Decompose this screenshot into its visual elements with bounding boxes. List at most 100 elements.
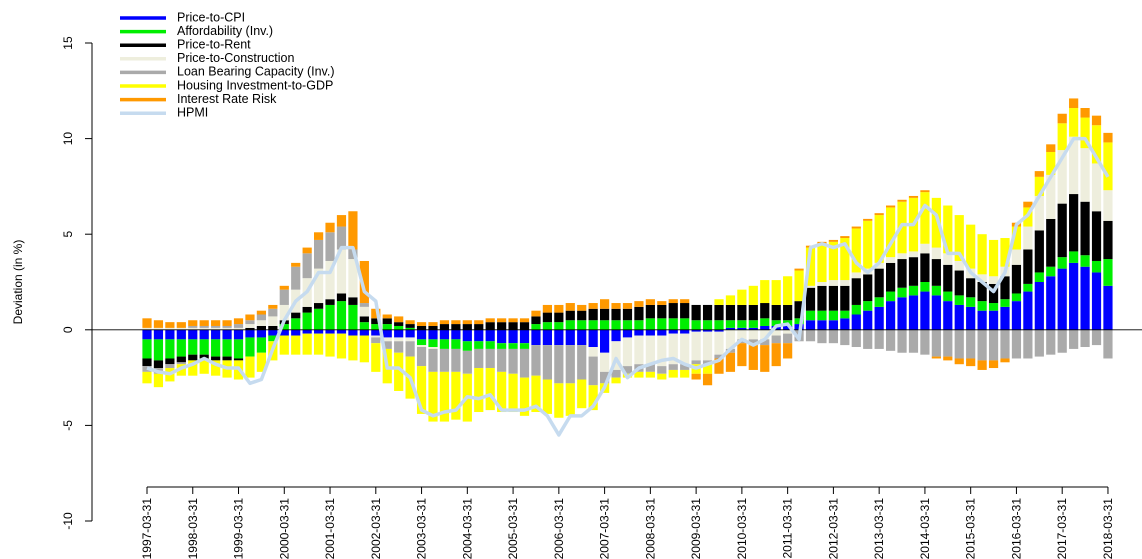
bar-segment bbox=[794, 318, 804, 325]
bar-segment bbox=[211, 360, 221, 376]
bar-segment bbox=[565, 383, 575, 416]
bar-segment bbox=[645, 364, 655, 372]
bar-segment bbox=[531, 310, 541, 317]
bar-segment bbox=[245, 337, 255, 357]
bar-segment bbox=[874, 215, 884, 263]
bar-segment bbox=[519, 348, 530, 378]
bar-segment bbox=[497, 343, 507, 349]
bar-segment bbox=[531, 316, 541, 325]
bar-segment bbox=[600, 329, 610, 353]
bar-segment bbox=[245, 356, 255, 378]
bar-segment bbox=[245, 314, 255, 321]
bar-segment bbox=[954, 358, 964, 365]
legend-label: Price-to-CPI bbox=[177, 10, 245, 24]
bar-segment bbox=[1091, 125, 1102, 164]
bar-segment bbox=[485, 318, 495, 323]
bar-segment bbox=[474, 341, 484, 349]
legend-label: Housing Investment-to-GDP bbox=[177, 78, 333, 92]
bar-segment bbox=[805, 285, 816, 288]
bar-segment bbox=[760, 318, 770, 326]
bar-segment bbox=[325, 329, 335, 334]
bar-segment bbox=[668, 329, 678, 334]
bar-segment bbox=[222, 320, 232, 326]
bar-segment bbox=[691, 304, 701, 321]
bar-segment bbox=[531, 345, 541, 376]
bar-segment bbox=[1034, 176, 1044, 196]
bar-segment bbox=[851, 228, 861, 273]
bar-segment bbox=[233, 324, 244, 328]
bar-segment bbox=[439, 339, 450, 349]
bar-segment bbox=[428, 371, 438, 422]
bar-segment bbox=[897, 199, 907, 202]
bar-segment bbox=[725, 320, 736, 328]
bar-segment bbox=[165, 339, 175, 359]
bar-segment bbox=[725, 304, 736, 321]
bar-segment bbox=[702, 329, 713, 332]
bar-segment bbox=[268, 325, 278, 330]
bar-segment bbox=[451, 329, 461, 340]
bar-segment bbox=[1000, 358, 1010, 363]
bar-segment bbox=[188, 354, 198, 361]
bar-segment bbox=[691, 320, 701, 330]
bar-segment bbox=[1034, 329, 1044, 357]
bar-segment bbox=[176, 322, 186, 328]
bar-segment bbox=[394, 329, 404, 338]
bar-segment bbox=[462, 341, 472, 351]
bar-segment bbox=[954, 329, 964, 359]
bar-segment bbox=[256, 310, 266, 315]
bar-segment bbox=[714, 299, 724, 305]
bar-segment bbox=[371, 324, 381, 330]
bar-segment bbox=[588, 356, 598, 386]
bar-segment bbox=[565, 303, 575, 311]
bar-segment bbox=[439, 320, 450, 325]
bar-segment bbox=[1091, 260, 1102, 273]
bar-segment bbox=[737, 343, 747, 367]
x-tick-label: 2003-03-31 bbox=[415, 498, 429, 559]
bar-segment bbox=[1057, 257, 1067, 269]
bar-segment bbox=[657, 318, 667, 330]
bar-segment bbox=[394, 341, 404, 353]
bar-segment bbox=[691, 360, 701, 365]
bar-segment bbox=[943, 205, 953, 254]
bar-segment bbox=[359, 316, 369, 323]
bar-segment bbox=[828, 285, 838, 311]
bar-segment bbox=[314, 329, 324, 334]
bar-segment bbox=[977, 301, 987, 311]
bar-segment bbox=[508, 318, 518, 323]
bar-segment bbox=[302, 312, 312, 330]
bar-segment bbox=[325, 299, 335, 305]
bar-segment bbox=[199, 325, 209, 328]
x-tick-label: 2007-03-31 bbox=[598, 498, 612, 559]
bar-segment bbox=[1023, 291, 1033, 330]
bar-segment bbox=[668, 369, 678, 378]
bar-segment bbox=[748, 285, 758, 305]
bar-segment bbox=[508, 329, 518, 344]
bar-segment bbox=[908, 295, 919, 330]
bar-segment bbox=[977, 234, 987, 275]
bar-segment bbox=[588, 385, 598, 411]
bar-segment bbox=[966, 224, 976, 269]
bar-segment bbox=[1080, 201, 1090, 256]
bar-segment bbox=[657, 366, 667, 374]
bar-segment bbox=[1057, 150, 1067, 204]
bar-segment bbox=[920, 190, 930, 193]
bar-segment bbox=[783, 333, 793, 344]
bar-segment bbox=[474, 329, 484, 342]
bar-segment bbox=[314, 333, 324, 355]
x-tick-label: 1998-03-31 bbox=[186, 498, 200, 559]
bar-segment bbox=[634, 301, 644, 307]
bar-segment bbox=[611, 329, 621, 342]
bar-segment bbox=[1091, 115, 1102, 126]
bar-segment bbox=[497, 371, 507, 413]
bar-segment bbox=[737, 304, 747, 321]
bar-segment bbox=[382, 337, 392, 342]
bar-segment bbox=[840, 318, 850, 330]
bar-segment bbox=[897, 259, 907, 288]
bar-segment bbox=[931, 356, 941, 359]
bar-segment bbox=[245, 327, 255, 330]
bar-segment bbox=[405, 327, 415, 330]
bar-segment bbox=[874, 213, 884, 216]
bar-segment bbox=[725, 352, 736, 372]
bar-segment bbox=[451, 324, 461, 330]
bar-segment bbox=[474, 324, 484, 330]
